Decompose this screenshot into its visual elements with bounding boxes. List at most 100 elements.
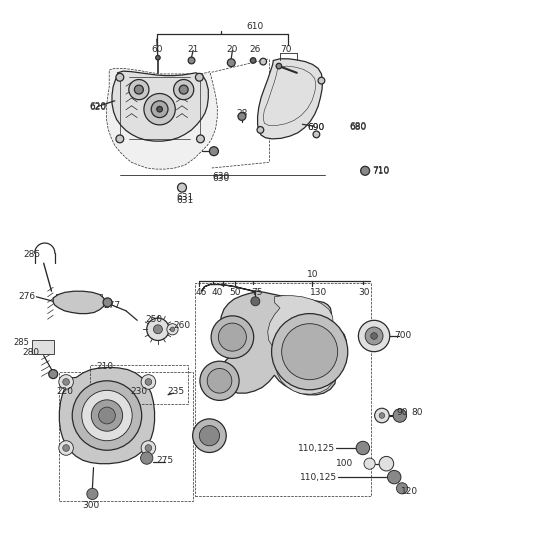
- Text: 26: 26: [249, 45, 260, 54]
- Circle shape: [99, 407, 115, 424]
- Circle shape: [393, 409, 407, 422]
- Polygon shape: [268, 296, 340, 394]
- Circle shape: [375, 408, 389, 423]
- Text: 90: 90: [396, 408, 408, 417]
- Circle shape: [188, 57, 195, 64]
- Text: 28: 28: [236, 109, 248, 118]
- Circle shape: [365, 327, 383, 345]
- Text: 21: 21: [188, 45, 199, 54]
- Text: 10: 10: [307, 270, 318, 279]
- Circle shape: [318, 77, 325, 84]
- Circle shape: [251, 297, 260, 306]
- Polygon shape: [59, 367, 155, 464]
- Circle shape: [361, 166, 370, 175]
- Circle shape: [272, 314, 348, 390]
- Circle shape: [49, 370, 58, 379]
- Text: 130: 130: [310, 288, 326, 297]
- Circle shape: [59, 375, 73, 389]
- Text: 75: 75: [251, 288, 262, 297]
- Circle shape: [141, 441, 156, 455]
- Circle shape: [379, 413, 385, 418]
- Circle shape: [313, 131, 320, 138]
- Text: 46: 46: [196, 288, 207, 297]
- Circle shape: [250, 58, 256, 63]
- Circle shape: [59, 441, 73, 455]
- Circle shape: [145, 445, 152, 451]
- Text: 710: 710: [372, 167, 389, 176]
- Text: 680: 680: [350, 122, 367, 130]
- Text: 300: 300: [83, 501, 100, 510]
- Circle shape: [260, 58, 267, 65]
- Circle shape: [207, 368, 232, 393]
- Circle shape: [144, 94, 175, 125]
- Text: 285: 285: [24, 250, 41, 259]
- Circle shape: [356, 441, 370, 455]
- Circle shape: [153, 325, 162, 334]
- Text: 110,125: 110,125: [300, 473, 337, 482]
- Circle shape: [141, 452, 153, 464]
- Circle shape: [257, 127, 264, 133]
- Circle shape: [197, 135, 204, 143]
- Circle shape: [141, 375, 156, 389]
- Circle shape: [157, 106, 162, 112]
- Text: 230: 230: [130, 388, 147, 396]
- Text: 620: 620: [90, 103, 106, 112]
- Circle shape: [116, 73, 124, 81]
- Circle shape: [91, 400, 123, 431]
- Text: 260: 260: [174, 321, 190, 330]
- Circle shape: [151, 101, 168, 118]
- Text: 285: 285: [13, 338, 29, 347]
- Text: 220: 220: [56, 388, 73, 396]
- Circle shape: [116, 135, 124, 143]
- Text: 40: 40: [212, 288, 223, 297]
- Circle shape: [218, 323, 246, 351]
- Circle shape: [129, 80, 149, 100]
- Polygon shape: [53, 291, 105, 314]
- Circle shape: [63, 445, 69, 451]
- Text: 20: 20: [227, 45, 238, 54]
- Circle shape: [211, 316, 254, 358]
- Circle shape: [87, 488, 98, 500]
- Text: 30: 30: [358, 288, 370, 297]
- Bar: [32, 340, 54, 354]
- Circle shape: [178, 183, 186, 192]
- Circle shape: [282, 324, 338, 380]
- Polygon shape: [106, 68, 217, 169]
- Bar: [195, 283, 371, 496]
- Circle shape: [72, 381, 142, 450]
- Text: 277: 277: [104, 301, 120, 310]
- Circle shape: [379, 456, 394, 471]
- Circle shape: [238, 113, 246, 120]
- Circle shape: [174, 80, 194, 100]
- Circle shape: [276, 63, 282, 69]
- Circle shape: [145, 379, 152, 385]
- Text: 210: 210: [97, 362, 114, 371]
- Circle shape: [156, 55, 160, 60]
- Circle shape: [200, 361, 239, 400]
- Text: 120: 120: [402, 487, 418, 496]
- Bar: [59, 372, 193, 501]
- Circle shape: [193, 419, 226, 452]
- Circle shape: [371, 333, 377, 339]
- Circle shape: [227, 59, 235, 67]
- Circle shape: [179, 85, 188, 94]
- Circle shape: [199, 426, 220, 446]
- Bar: [90, 365, 188, 404]
- Polygon shape: [258, 59, 323, 139]
- Text: 280: 280: [22, 348, 39, 357]
- Text: 275: 275: [157, 456, 174, 465]
- Text: 276: 276: [18, 292, 35, 301]
- Text: 630: 630: [213, 172, 230, 181]
- Text: 680: 680: [350, 123, 367, 132]
- Text: 700: 700: [395, 332, 412, 340]
- Circle shape: [147, 318, 169, 340]
- Text: 50: 50: [230, 288, 241, 297]
- Circle shape: [209, 147, 218, 156]
- Circle shape: [195, 73, 203, 81]
- Text: 250: 250: [145, 315, 162, 324]
- Text: 100: 100: [335, 459, 353, 468]
- Text: 110,125: 110,125: [298, 444, 335, 452]
- Circle shape: [63, 379, 69, 385]
- Text: 630: 630: [213, 174, 230, 183]
- Text: 631: 631: [176, 193, 193, 202]
